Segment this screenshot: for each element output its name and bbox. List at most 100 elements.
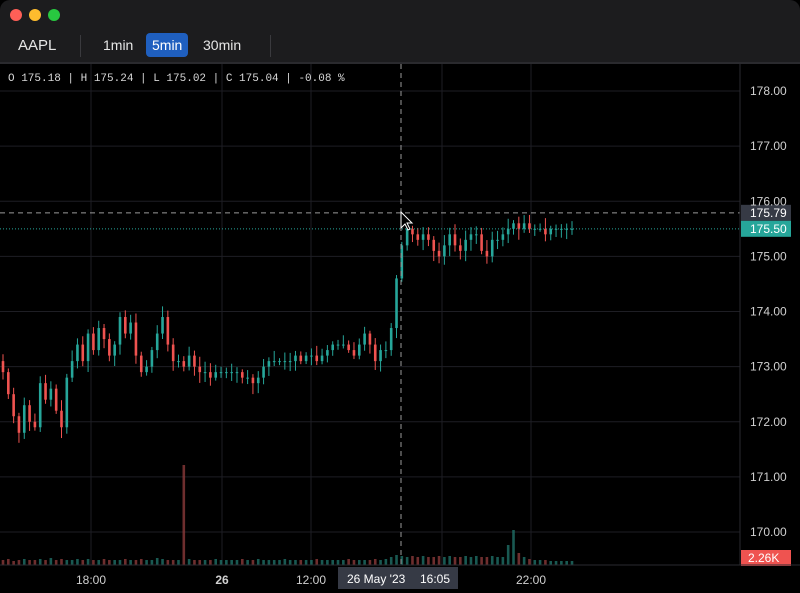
toolbar-separator <box>80 35 81 57</box>
candle-body <box>389 328 393 351</box>
symbol-label[interactable]: AAPL <box>18 37 57 54</box>
volume-bar <box>7 559 10 565</box>
volume-bar <box>570 561 574 565</box>
candle-body <box>33 421 37 428</box>
volume-bar <box>161 559 164 565</box>
volume-bar <box>214 559 218 565</box>
volume-bar <box>108 560 111 565</box>
candle-body <box>70 361 74 378</box>
volume-bar <box>304 560 308 565</box>
candle-body <box>1 361 5 373</box>
title-bar <box>0 0 800 30</box>
interval-30min-button[interactable]: 30min <box>203 37 242 53</box>
volume-bar <box>469 557 473 565</box>
volume-bar <box>474 556 478 565</box>
volume-bar <box>299 560 303 565</box>
y-axis-label: 175.00 <box>750 249 787 263</box>
candle-body <box>326 350 329 356</box>
volume-label: 2.26K <box>748 551 779 565</box>
volume-bar <box>512 530 515 565</box>
candle-body <box>7 372 10 395</box>
volume-bar <box>22 559 26 565</box>
candle-body <box>92 333 95 351</box>
volume-bar <box>129 560 132 565</box>
candle-body <box>336 344 340 346</box>
volume-bar <box>102 559 106 565</box>
volume-bar <box>379 560 382 565</box>
y-axis-label: 178.00 <box>750 84 787 98</box>
candle-body <box>405 228 409 246</box>
candle-body <box>357 344 361 356</box>
candle-body <box>60 410 63 428</box>
volume-bar <box>464 556 467 565</box>
volume-bar <box>278 560 281 565</box>
volume-bar <box>198 560 202 565</box>
candle-body <box>235 372 239 374</box>
volume-bar <box>549 561 553 565</box>
candle-body <box>256 377 260 384</box>
volume-bar <box>496 557 499 565</box>
candle-body <box>97 328 101 351</box>
candle-body <box>373 344 377 362</box>
candle-body <box>28 405 31 422</box>
volume-bar <box>347 559 350 565</box>
candle-body <box>166 317 170 345</box>
candle-body <box>464 239 467 251</box>
volume-bar <box>490 556 494 565</box>
candle-body <box>198 366 202 373</box>
candle-body <box>171 344 175 362</box>
minimize-window-button[interactable] <box>29 9 41 21</box>
volume-bar <box>182 465 186 565</box>
candle-body <box>240 372 244 378</box>
candle-body <box>150 350 154 367</box>
candle-body <box>315 355 319 362</box>
candle-body <box>161 317 164 334</box>
volume-bar <box>459 557 462 565</box>
candle-body <box>294 355 297 362</box>
interval-5min-button[interactable]: 5min <box>146 33 189 57</box>
chart-toolbar: AAPL 1min 5min 30min <box>0 30 800 64</box>
candle-body <box>512 223 515 229</box>
x-axis-label: 26 <box>215 573 229 587</box>
volume-bar <box>1 560 5 565</box>
crosshair-time-box <box>338 567 458 589</box>
toolbar-separator <box>270 35 271 57</box>
candle-body <box>267 361 271 367</box>
volume-bar <box>240 559 244 565</box>
candle-body <box>209 372 212 378</box>
volume-bar <box>538 560 542 565</box>
zoom-window-button[interactable] <box>48 9 60 21</box>
ohlc-legend: O 175.18 | H 175.24 | L 175.02 | C 175.0… <box>8 73 345 85</box>
candle-body <box>108 339 111 356</box>
candle-body <box>251 377 255 384</box>
candle-body <box>145 366 148 373</box>
volume-bar <box>235 560 239 565</box>
candle-body <box>54 388 58 411</box>
interval-1min-button[interactable]: 1min <box>103 37 134 53</box>
candle-body <box>193 355 196 367</box>
price-chart[interactable]: 175.79 175.50 2.26K 26 May '23 16:05 170.00 1… <box>0 64 800 593</box>
close-window-button[interactable] <box>10 9 22 21</box>
candle-body <box>49 388 53 400</box>
volume-bar <box>331 560 335 565</box>
y-axis-label: 172.00 <box>750 415 787 429</box>
volume-bar <box>437 556 441 565</box>
candle-body <box>480 234 483 251</box>
y-axis-label: 173.00 <box>750 360 787 374</box>
candle-body <box>368 333 372 345</box>
volume-bar <box>251 560 255 565</box>
chart-area[interactable]: 175.79 175.50 2.26K 26 May '23 16:05 170.00 1… <box>0 64 800 593</box>
candle-body <box>352 350 356 356</box>
candle-body <box>443 245 446 257</box>
candle-body <box>22 405 26 433</box>
volume-bar <box>166 560 170 565</box>
volume-bar <box>113 560 116 565</box>
volume-bar <box>342 560 345 565</box>
candle-body <box>379 350 382 362</box>
candle-body <box>139 355 143 373</box>
y-axis-label: 171.00 <box>750 470 787 484</box>
mouse-cursor-icon <box>400 210 414 231</box>
volume-bar <box>517 553 521 565</box>
candle-body <box>474 234 478 236</box>
